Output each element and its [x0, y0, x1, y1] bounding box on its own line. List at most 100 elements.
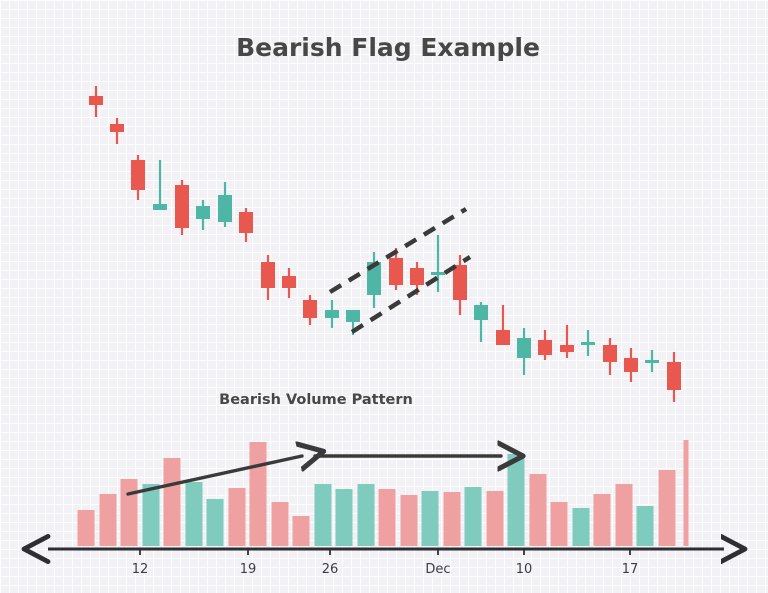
candle [474, 302, 488, 342]
candle [645, 350, 659, 372]
candle-body [560, 345, 574, 352]
x-axis [48, 549, 724, 555]
volume-bar [120, 479, 138, 546]
volume-bar [636, 506, 654, 546]
candle-body [389, 258, 403, 285]
flag-trendline-upper [328, 207, 468, 294]
candle-body [175, 185, 189, 228]
candle [667, 352, 681, 402]
candle-body [239, 212, 253, 233]
volume-bar [400, 495, 418, 546]
volume-bar [142, 484, 160, 546]
candlestick-series [89, 86, 681, 402]
candle [325, 300, 339, 328]
volume-bar [378, 489, 396, 546]
candle [517, 328, 531, 375]
volume-bar [249, 442, 267, 546]
candle-body [110, 124, 124, 132]
candle-body [645, 360, 659, 363]
candle [196, 200, 210, 230]
candle-body [667, 362, 681, 390]
volume-bar [683, 440, 689, 546]
volume-bar [615, 484, 633, 546]
candle-body [517, 338, 531, 358]
volume-bar [292, 516, 310, 546]
flag-trendline-lower [350, 255, 472, 334]
candle [624, 348, 638, 382]
candle-body [89, 96, 103, 105]
volume-bar [163, 458, 181, 546]
candle-body [538, 340, 552, 355]
volume-bar [658, 470, 676, 546]
x-axis-tick-label: 17 [622, 562, 639, 577]
candle [389, 248, 403, 290]
volume-bar [271, 502, 289, 546]
volume-bar [421, 491, 439, 546]
volume-bar [529, 474, 547, 546]
candle-body [325, 310, 339, 318]
rising-volume-arrow [126, 456, 302, 496]
flag-channel-trendlines [328, 207, 472, 334]
volume-bar [99, 494, 117, 546]
candle [89, 86, 103, 117]
candle-body [218, 195, 232, 222]
candle-body [474, 305, 488, 320]
candle-body [131, 160, 145, 190]
candle [581, 330, 595, 356]
candle-body [453, 265, 467, 300]
candle [282, 268, 296, 298]
volume-bar [335, 489, 353, 546]
volume-bar [206, 499, 224, 546]
candle-body [282, 276, 296, 288]
x-axis-tick-labels: 12 19 26 Dec 10 17 [132, 562, 639, 577]
candle [218, 182, 232, 227]
candle-body [624, 358, 638, 372]
candle-body [196, 206, 210, 219]
candle-body [261, 262, 275, 288]
candle-body [367, 262, 381, 295]
candle-body [303, 300, 317, 318]
volume-bar [550, 502, 568, 546]
candle [239, 208, 253, 242]
volume-annotation-arrows [126, 456, 501, 496]
page-title: Bearish Flag Example [236, 33, 540, 62]
volume-bar [185, 482, 203, 546]
candle [175, 180, 189, 235]
volume-section-title: Bearish Volume Pattern [219, 392, 413, 408]
candle [431, 235, 445, 292]
x-axis-tick-label: 19 [240, 562, 257, 577]
candle [131, 155, 145, 200]
candle [110, 118, 124, 144]
candle-body [431, 272, 445, 275]
volume-bar [357, 484, 375, 546]
candle [367, 252, 381, 308]
candle [303, 295, 317, 325]
candle [261, 255, 275, 300]
candle-body [153, 204, 167, 210]
volume-bar [464, 487, 482, 546]
volume-bar [443, 492, 461, 546]
volume-bar [228, 488, 246, 546]
volume-bar [314, 484, 332, 546]
candle-body [410, 268, 424, 285]
x-axis-tick-label: 10 [516, 562, 533, 577]
volume-bar [486, 491, 504, 546]
candle [453, 255, 467, 315]
volume-bar [593, 494, 611, 546]
candle-body [346, 310, 360, 322]
volume-bar [77, 510, 95, 546]
candle-body [581, 342, 595, 345]
candle [153, 160, 167, 210]
x-axis-tick-label: Dec [425, 562, 450, 577]
volume-bar [507, 454, 525, 546]
volume-bar [572, 508, 590, 546]
x-axis-tick-label: 12 [132, 562, 149, 577]
candle [538, 330, 552, 360]
candle [603, 338, 617, 375]
candle-body [603, 345, 617, 362]
x-axis-tick-label: 26 [322, 562, 339, 577]
candle [560, 325, 574, 358]
candle-body [496, 330, 510, 345]
